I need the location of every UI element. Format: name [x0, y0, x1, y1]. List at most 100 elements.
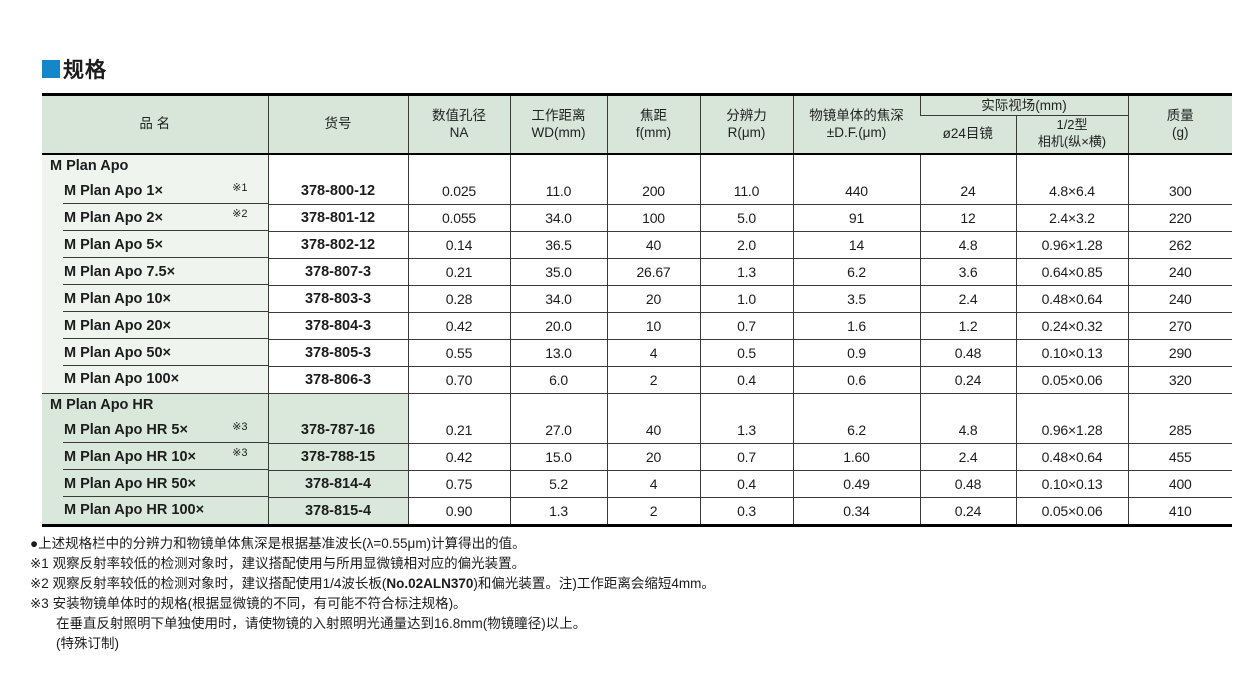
cell-na: 0.42	[407, 312, 510, 340]
cell-r: 0.3	[699, 497, 793, 526]
cell-code: 378-805-3	[267, 339, 408, 367]
product-name: M Plan Apo HR 5×	[64, 421, 188, 438]
cell-r: 11.0	[699, 177, 793, 205]
cell-code: 378-806-3	[267, 366, 408, 394]
cell-wd: 27.0	[509, 416, 607, 444]
cell-f: 2	[606, 497, 700, 526]
footnote-base: ●上述规格栏中的分辨力和物镜单体焦深是根据基准波长(λ=0.55μm)计算得出的…	[30, 535, 526, 551]
empty-cell	[792, 153, 920, 178]
empty-cell	[606, 393, 700, 417]
col-header-df-line1: 物镜单体的焦深	[809, 107, 904, 123]
cell-fov_camera: 0.48×0.64	[1015, 443, 1129, 471]
cell-fov_camera: 0.05×0.06	[1015, 497, 1129, 526]
empty-cell	[407, 153, 510, 178]
empty-cell	[699, 153, 793, 178]
footnote-ref: ※2	[232, 208, 248, 220]
cell-code: 378-802-12	[267, 231, 408, 259]
cell-f: 4	[606, 470, 700, 498]
cell-df: 440	[792, 177, 920, 205]
footnotes: ●上述规格栏中的分辨力和物镜单体焦深是根据基准波长(λ=0.55μm)计算得出的…	[30, 534, 1232, 654]
spec-table-body: M Plan Apo M Plan Apo 1× ※1 378-800-12 0.025…	[42, 153, 1233, 526]
cell-na: 0.025	[407, 177, 510, 205]
cell-r: 0.4	[699, 470, 793, 498]
col-header-r-line2: R(μm)	[727, 125, 766, 141]
product-name-cell: M Plan Apo 5×	[42, 231, 268, 258]
cell-df: 1.6	[792, 312, 920, 340]
cell-wd: 20.0	[509, 312, 607, 340]
empty-cell	[1015, 393, 1129, 417]
cell-wd: 34.0	[509, 285, 607, 313]
cell-df: 14	[792, 231, 920, 259]
footnote-1: ※1 观察反射率较低的检测对象时，建议搭配使用与所用显微镜相对应的偏光装置。	[30, 555, 526, 571]
cell-mass: 262	[1127, 231, 1233, 259]
footnote-2-text: ※2 观察反射率较低的检测对象时，建议搭配使用1/4波长板(	[30, 575, 387, 591]
table-row: M Plan Apo 20× 378-804-3 0.42 20.0 10 0.7 1.6 1…	[42, 312, 1233, 340]
cell-f: 200	[606, 177, 700, 205]
product-name-cell: M Plan Apo 20×	[42, 312, 268, 339]
col-header-fov-eyepiece: ø24目镜	[920, 115, 1016, 155]
cell-na: 0.42	[407, 443, 510, 471]
cell-code: 378-815-4	[267, 497, 408, 526]
cell-na: 0.75	[407, 470, 510, 498]
footnote-ref: ※3	[232, 420, 248, 433]
col-header-na-line2: NA	[449, 125, 469, 141]
cell-wd: 15.0	[509, 443, 607, 471]
empty-cell	[1127, 153, 1233, 178]
cell-f: 100	[606, 204, 700, 232]
cell-f: 40	[606, 416, 700, 444]
spec-table-header: 品 名 货号 数值孔径 NA 工作距离 WD(mm) 焦距 f(mm)	[42, 94, 1233, 155]
cell-r: 0.7	[699, 312, 793, 340]
cell-fov_eyepiece: 3.6	[919, 258, 1016, 286]
col-header-fov-camera-line1: 1/2型	[1056, 117, 1088, 133]
cell-r: 0.5	[699, 339, 793, 367]
cell-fov_camera: 0.10×0.13	[1015, 339, 1129, 367]
cell-mass: 320	[1127, 366, 1233, 394]
cell-df: 91	[792, 204, 920, 232]
product-name: M Plan Apo 100×	[64, 371, 180, 388]
table-row: M Plan Apo 5× 378-802-12 0.14 36.5 40 2.0 14 4.…	[42, 231, 1233, 259]
cell-na: 0.55	[407, 339, 510, 367]
cell-fov_camera: 0.96×1.28	[1015, 416, 1129, 444]
table-row: M Plan Apo HR 100× 378-815-4 0.90 1.3 2 0.3 0.…	[42, 497, 1233, 526]
cell-mass: 455	[1127, 443, 1233, 471]
product-name: M Plan Apo 50×	[64, 344, 172, 361]
cell-na: 0.21	[407, 416, 510, 444]
cell-code: 378-800-12	[267, 177, 408, 205]
col-header-wd-line1: 工作距离	[531, 107, 586, 123]
cell-fov_eyepiece: 4.8	[919, 231, 1016, 259]
cell-wd: 11.0	[509, 177, 607, 205]
empty-cell	[606, 153, 700, 178]
col-header-fov-camera-line2: 相机(纵×横)	[1037, 134, 1107, 150]
spec-table: 品 名 货号 数值孔径 NA 工作距离 WD(mm) 焦距 f(mm)	[42, 93, 1233, 527]
cell-wd: 6.0	[509, 366, 607, 394]
page-content: 规格 品 名 货号 数值孔径 NA 工作距离 WD(mm)	[30, 56, 1233, 654]
cell-fov_eyepiece: 2.4	[919, 443, 1016, 471]
group-header-row: M Plan Apo	[42, 153, 1233, 178]
footnote-ref: ※1	[232, 181, 248, 194]
cell-code: 378-814-4	[267, 470, 408, 498]
empty-cell	[267, 393, 408, 417]
cell-df: 3.5	[792, 285, 920, 313]
cell-fov_eyepiece: 24	[919, 177, 1016, 205]
product-name: M Plan Apo HR 10×	[64, 448, 197, 465]
col-header-mass-line1: 质量	[1166, 107, 1194, 123]
cell-fov_camera: 0.48×0.64	[1015, 285, 1129, 313]
cell-fov_eyepiece: 0.24	[919, 366, 1016, 394]
section-title: 规格	[42, 56, 1232, 82]
cell-f: 2	[606, 366, 700, 394]
cell-na: 0.055	[407, 204, 510, 232]
cell-mass: 285	[1127, 416, 1233, 444]
cell-fov_eyepiece: 4.8	[919, 416, 1016, 444]
empty-cell	[699, 393, 793, 417]
empty-cell	[1127, 393, 1233, 417]
cell-mass: 400	[1127, 470, 1233, 498]
section-title-text: 规格	[63, 59, 107, 82]
cell-code: 378-788-15	[267, 443, 408, 471]
product-name-cell: M Plan Apo 2× ※2	[42, 204, 268, 231]
footnote-3-continued: 在垂直反射照明下单独使用时，请使物镜的入射照明光通量达到16.8mm(物镜瞳径)…	[56, 615, 587, 631]
cell-code: 378-803-3	[267, 285, 408, 313]
col-header-fov-camera: 1/2型 相机(纵×横)	[1015, 115, 1129, 155]
table-row: M Plan Apo 7.5× 378-807-3 0.21 35.0 26.67 1.3…	[42, 258, 1233, 286]
col-header-wd-line2: WD(mm)	[531, 125, 586, 141]
